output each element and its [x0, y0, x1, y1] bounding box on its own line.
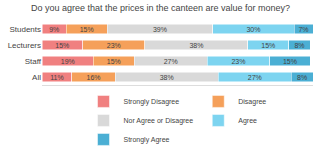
svg-text:19%: 19% — [61, 58, 75, 65]
svg-text:7%: 7% — [298, 26, 308, 33]
svg-text:Disagree: Disagree — [238, 98, 266, 106]
svg-text:Students: Students — [9, 25, 41, 34]
svg-text:15%: 15% — [107, 58, 121, 65]
svg-text:Agree: Agree — [238, 117, 257, 125]
svg-text:Staff: Staff — [25, 57, 42, 66]
svg-text:8%: 8% — [294, 42, 304, 49]
svg-text:15%: 15% — [80, 26, 94, 33]
svg-text:27%: 27% — [248, 74, 262, 81]
svg-text:8%: 8% — [297, 74, 307, 81]
svg-text:Do you agree that the prices i: Do you agree that the prices in the cant… — [31, 3, 290, 13]
svg-text:9%: 9% — [49, 26, 59, 33]
svg-text:Strongly Disagree: Strongly Disagree — [124, 98, 180, 106]
svg-text:15%: 15% — [55, 42, 69, 49]
svg-text:39%: 39% — [153, 26, 167, 33]
svg-text:30%: 30% — [246, 26, 260, 33]
svg-text:23%: 23% — [231, 58, 245, 65]
svg-text:27%: 27% — [164, 58, 178, 65]
svg-text:Lecturers: Lecturers — [8, 41, 41, 50]
svg-text:38%: 38% — [160, 74, 174, 81]
svg-text:11%: 11% — [50, 74, 64, 81]
svg-text:23%: 23% — [107, 42, 121, 49]
svg-text:All: All — [32, 73, 41, 82]
svg-text:16%: 16% — [86, 74, 100, 81]
svg-text:15%: 15% — [283, 58, 297, 65]
svg-text:38%: 38% — [189, 42, 203, 49]
svg-text:15%: 15% — [261, 42, 275, 49]
svg-text:Strongly Agree: Strongly Agree — [124, 136, 170, 144]
svg-text:Nor Agree or Disagree: Nor Agree or Disagree — [124, 117, 194, 125]
